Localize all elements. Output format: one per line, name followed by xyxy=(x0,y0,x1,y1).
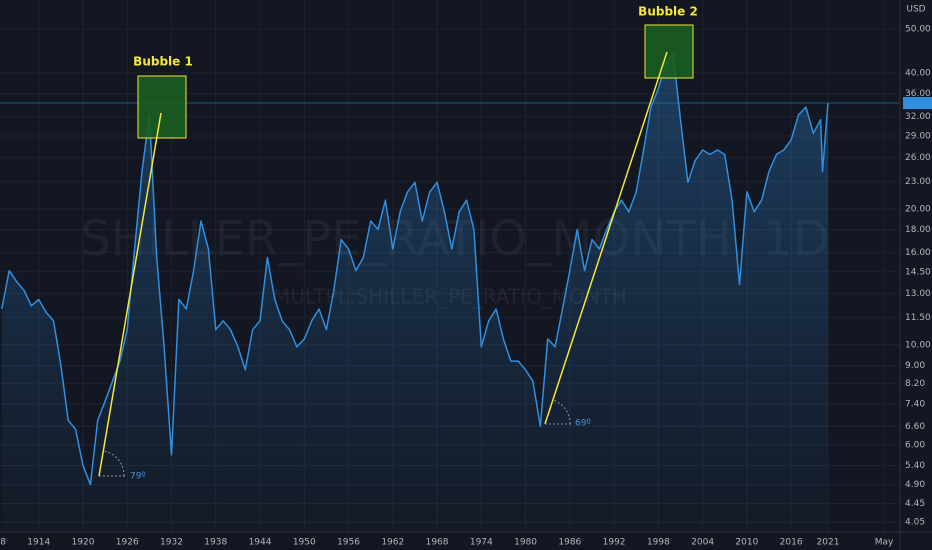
y-tick-label: 4.05 xyxy=(905,518,925,528)
bubble-box xyxy=(644,24,694,79)
y-tick-label: 23.00 xyxy=(905,177,931,187)
angle-label: 69º xyxy=(575,419,591,429)
x-tick-label: 1920 xyxy=(72,538,95,548)
price-line xyxy=(1,53,829,486)
angle-arc xyxy=(103,450,125,477)
y-tick-label: 20.00 xyxy=(905,204,931,214)
x-tick-label: 1992 xyxy=(603,538,626,548)
angle-arc xyxy=(552,399,571,425)
x-tick-label: May xyxy=(875,538,894,548)
x-tick-label: 1962 xyxy=(381,538,404,548)
last-price-marker xyxy=(903,97,932,110)
trend-line xyxy=(544,51,668,425)
x-tick-label: 1986 xyxy=(558,538,581,548)
axes: 4.05 4.45 4.90 5.40 6.00 6.60 7.40 8.20 9.00 10.0… xyxy=(0,25,932,548)
x-tick-label: 1968 xyxy=(426,538,449,548)
y-tick-label: 40.00 xyxy=(905,68,931,78)
x-tick-label: 2004 xyxy=(691,538,714,548)
x-tick-label: 1944 xyxy=(249,538,272,548)
x-tick-label: 1908 xyxy=(0,538,6,548)
y-tick-label: 4.90 xyxy=(905,480,925,490)
y-tick-label: 10.00 xyxy=(905,340,931,350)
plot xyxy=(0,53,900,532)
x-tick-label: 1998 xyxy=(647,538,670,548)
y-tick-label: 36.00 xyxy=(905,89,931,99)
y-tick-label: 14.50 xyxy=(905,267,931,277)
x-tick-label: 1950 xyxy=(293,538,316,548)
y-tick-label: 50.00 xyxy=(905,25,931,35)
drawings: Bubble 1 Bubble 2 79º 69º xyxy=(98,5,698,482)
x-tick-label: 1938 xyxy=(204,538,227,548)
annotation: Bubble 2 xyxy=(638,5,698,19)
y-tick-label: 6.00 xyxy=(905,440,925,450)
y-tick-label: 26.00 xyxy=(905,153,931,163)
angle-label: 79º xyxy=(130,472,146,482)
y-tick-label: 32.00 xyxy=(905,112,931,122)
x-tick-label: 1980 xyxy=(514,538,537,548)
y-tick-label: 29.00 xyxy=(905,131,931,141)
area-fill xyxy=(1,54,829,532)
y-tick-label: 9.00 xyxy=(905,361,925,371)
x-tick-label: 1956 xyxy=(337,538,360,548)
y-tick-label: 13.00 xyxy=(905,289,931,299)
y-tick-label: 11.50 xyxy=(905,313,931,323)
price-axis xyxy=(900,0,932,550)
x-tick-label: 2010 xyxy=(735,538,758,548)
y-tick-label: 5.40 xyxy=(905,461,925,471)
trend-line xyxy=(98,112,162,477)
x-tick-label: 2016 xyxy=(780,538,803,548)
y-tick-label: 18.00 xyxy=(905,225,931,235)
currency: USD xyxy=(906,5,925,15)
y-tick-label: 6.60 xyxy=(905,422,925,432)
bubble-box xyxy=(137,75,187,139)
annotation: Bubble 1 xyxy=(133,55,193,69)
x-tick-label: 1974 xyxy=(470,538,493,548)
y-tick-label: 4.45 xyxy=(905,499,925,509)
y-tick-label: 7.40 xyxy=(905,399,925,409)
x-tick-label: 2021 xyxy=(817,538,840,548)
time-axis xyxy=(0,532,932,550)
x-tick-label: 1926 xyxy=(116,538,139,548)
y-tick-label: 8.20 xyxy=(905,379,925,389)
x-tick-label: 1914 xyxy=(27,538,50,548)
y-tick-label: 16.00 xyxy=(905,248,931,258)
x-tick-label: 1932 xyxy=(160,538,183,548)
